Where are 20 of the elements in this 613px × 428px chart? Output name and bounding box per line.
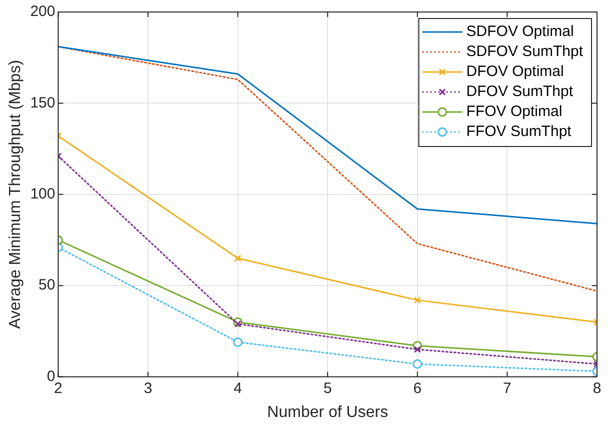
legend-label: SDFOV Optimal [466, 23, 574, 40]
x-tick-label: 5 [323, 380, 332, 397]
x-tick-label: 6 [413, 380, 422, 397]
x-tick-label: 4 [234, 380, 242, 397]
legend-label: FFOV Optimal [466, 103, 562, 120]
y-tick-label: 50 [38, 276, 56, 294]
y-tick-label: 0 [46, 368, 56, 385]
y-axis-title: Average Minimum Throughput (Mbps) [7, 60, 24, 329]
x-tick-label: 2 [54, 380, 62, 397]
y-tick-label: 150 [30, 94, 56, 112]
x-tick-label: 8 [592, 380, 602, 397]
legend-label: SDFOV SumThpt [466, 43, 584, 60]
y-tick-label: 100 [30, 186, 56, 203]
legend-label: DFOV SumThpt [466, 83, 574, 100]
x-tick-label: 7 [503, 380, 512, 397]
x-tick-label: 3 [144, 380, 152, 397]
legend-label: DFOV Optimal [466, 63, 564, 80]
x-axis-title: Number of Users [267, 404, 388, 421]
y-tick-label: 200 [30, 3, 56, 20]
legend-label: FFOV SumThpt [466, 123, 572, 140]
